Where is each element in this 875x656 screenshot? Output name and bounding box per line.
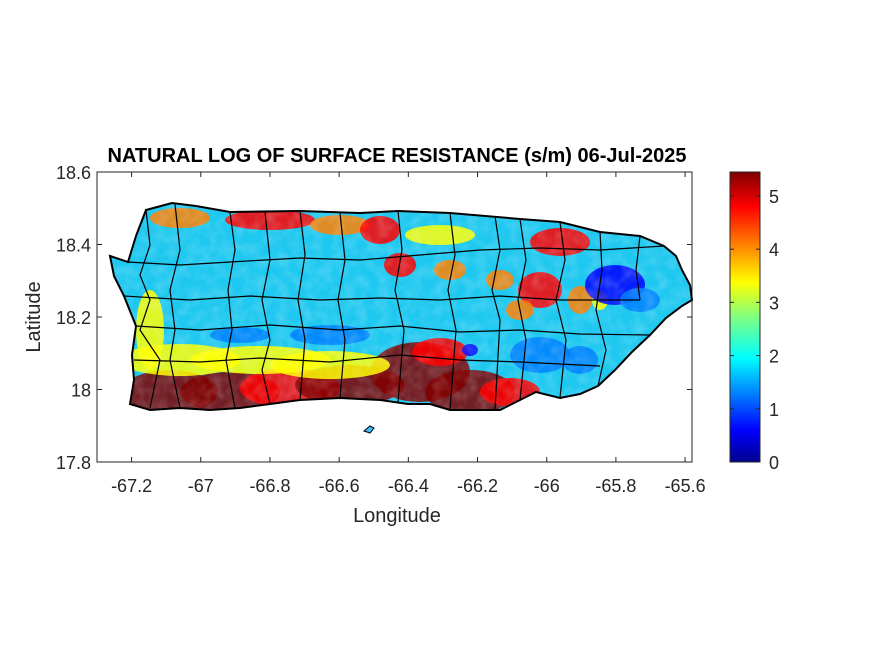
x-tick-label: -66.2 [457,476,498,496]
x-axis-label: Longitude [353,505,441,527]
islet-caja-de-muertos [362,425,375,434]
colorbar-ticks: 0 1 2 3 4 5 [730,187,779,473]
municipal-boundary [517,218,527,401]
y-axis-ticks: 17.8 18 18.2 18.4 18.6 [56,163,692,473]
x-axis-ticks: -67.2 -67 -66.8 -66.6 -66.4 -66.2 -66 -65.8 -65.… [111,172,706,496]
municipal-boundary [127,245,665,266]
municipal-boundary [133,354,601,367]
y-tick-label: 18.2 [56,308,91,328]
y-tick-label: 18 [71,381,91,401]
map-title: NATURAL LOG OF SURFACE RESISTANCE (s/m) … [108,145,687,167]
x-tick-label: -65.8 [595,476,636,496]
x-tick-label: -66.8 [249,476,290,496]
y-tick-label: 17.8 [56,453,91,473]
x-tick-label: -65.6 [665,476,706,496]
colorbar [729,171,761,463]
colorbar-tick-label: 3 [769,293,779,313]
colorbar-tick-label: 4 [769,240,779,260]
municipal-boundary [447,212,457,411]
municipal-boundary [135,324,651,336]
x-tick-label: -67.2 [111,476,152,496]
y-axis-label: Latitude [23,281,45,352]
x-tick-label: -67 [188,476,214,496]
colorbar-tick-label: 5 [769,187,779,207]
municipal-boundary [595,231,607,387]
municipal-boundary [491,215,501,411]
municipal-boundary [261,211,271,405]
x-tick-label: -66.6 [319,476,360,496]
y-tick-label: 18.6 [56,163,91,183]
municipal-boundary [169,203,181,409]
x-tick-label: -66 [534,476,560,496]
municipal-boundary [123,295,640,301]
municipal-boundaries [123,203,665,411]
municipal-boundary [225,211,236,409]
colorbar-tick-label: 2 [769,347,779,367]
colorbar-tick-label: 0 [769,453,779,473]
municipal-boundary [394,210,405,403]
y-tick-label: 18.4 [56,236,91,256]
municipal-boundary [139,209,161,409]
x-tick-label: -66.4 [388,476,429,496]
colorbar-tick-label: 1 [769,400,779,420]
